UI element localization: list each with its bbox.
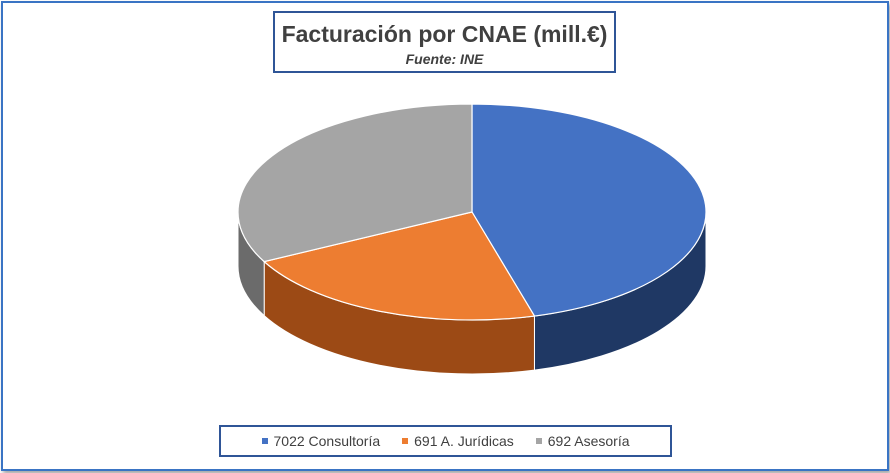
- legend-item-consultoria: 7022 Consultoría: [261, 433, 381, 449]
- legend-swatch: [261, 438, 268, 444]
- pie-slice-0: [471, 103, 707, 317]
- legend-item-juridicas: 691 A. Jurídicas: [402, 433, 514, 449]
- legend-label: 692 Asesoría: [547, 433, 630, 449]
- chart-subtitle: Fuente: INE: [405, 51, 484, 67]
- legend-label: 7022 Consultoría: [273, 433, 381, 449]
- chart-legend: 7022 Consultoría 691 A. Jurídicas 692 As…: [219, 425, 672, 457]
- legend-label: 691 A. Jurídicas: [414, 433, 514, 449]
- chart-title-box: Facturación por CNAE (mill.€) Fuente: IN…: [273, 11, 616, 73]
- pie-slice-1: [262, 211, 536, 321]
- pie-slice-2: [237, 103, 473, 263]
- chart-title: Facturación por CNAE (mill.€): [281, 21, 608, 47]
- legend-swatch: [535, 438, 542, 444]
- legend-swatch: [402, 438, 409, 444]
- legend-item-asesoria: 692 Asesoría: [535, 433, 630, 449]
